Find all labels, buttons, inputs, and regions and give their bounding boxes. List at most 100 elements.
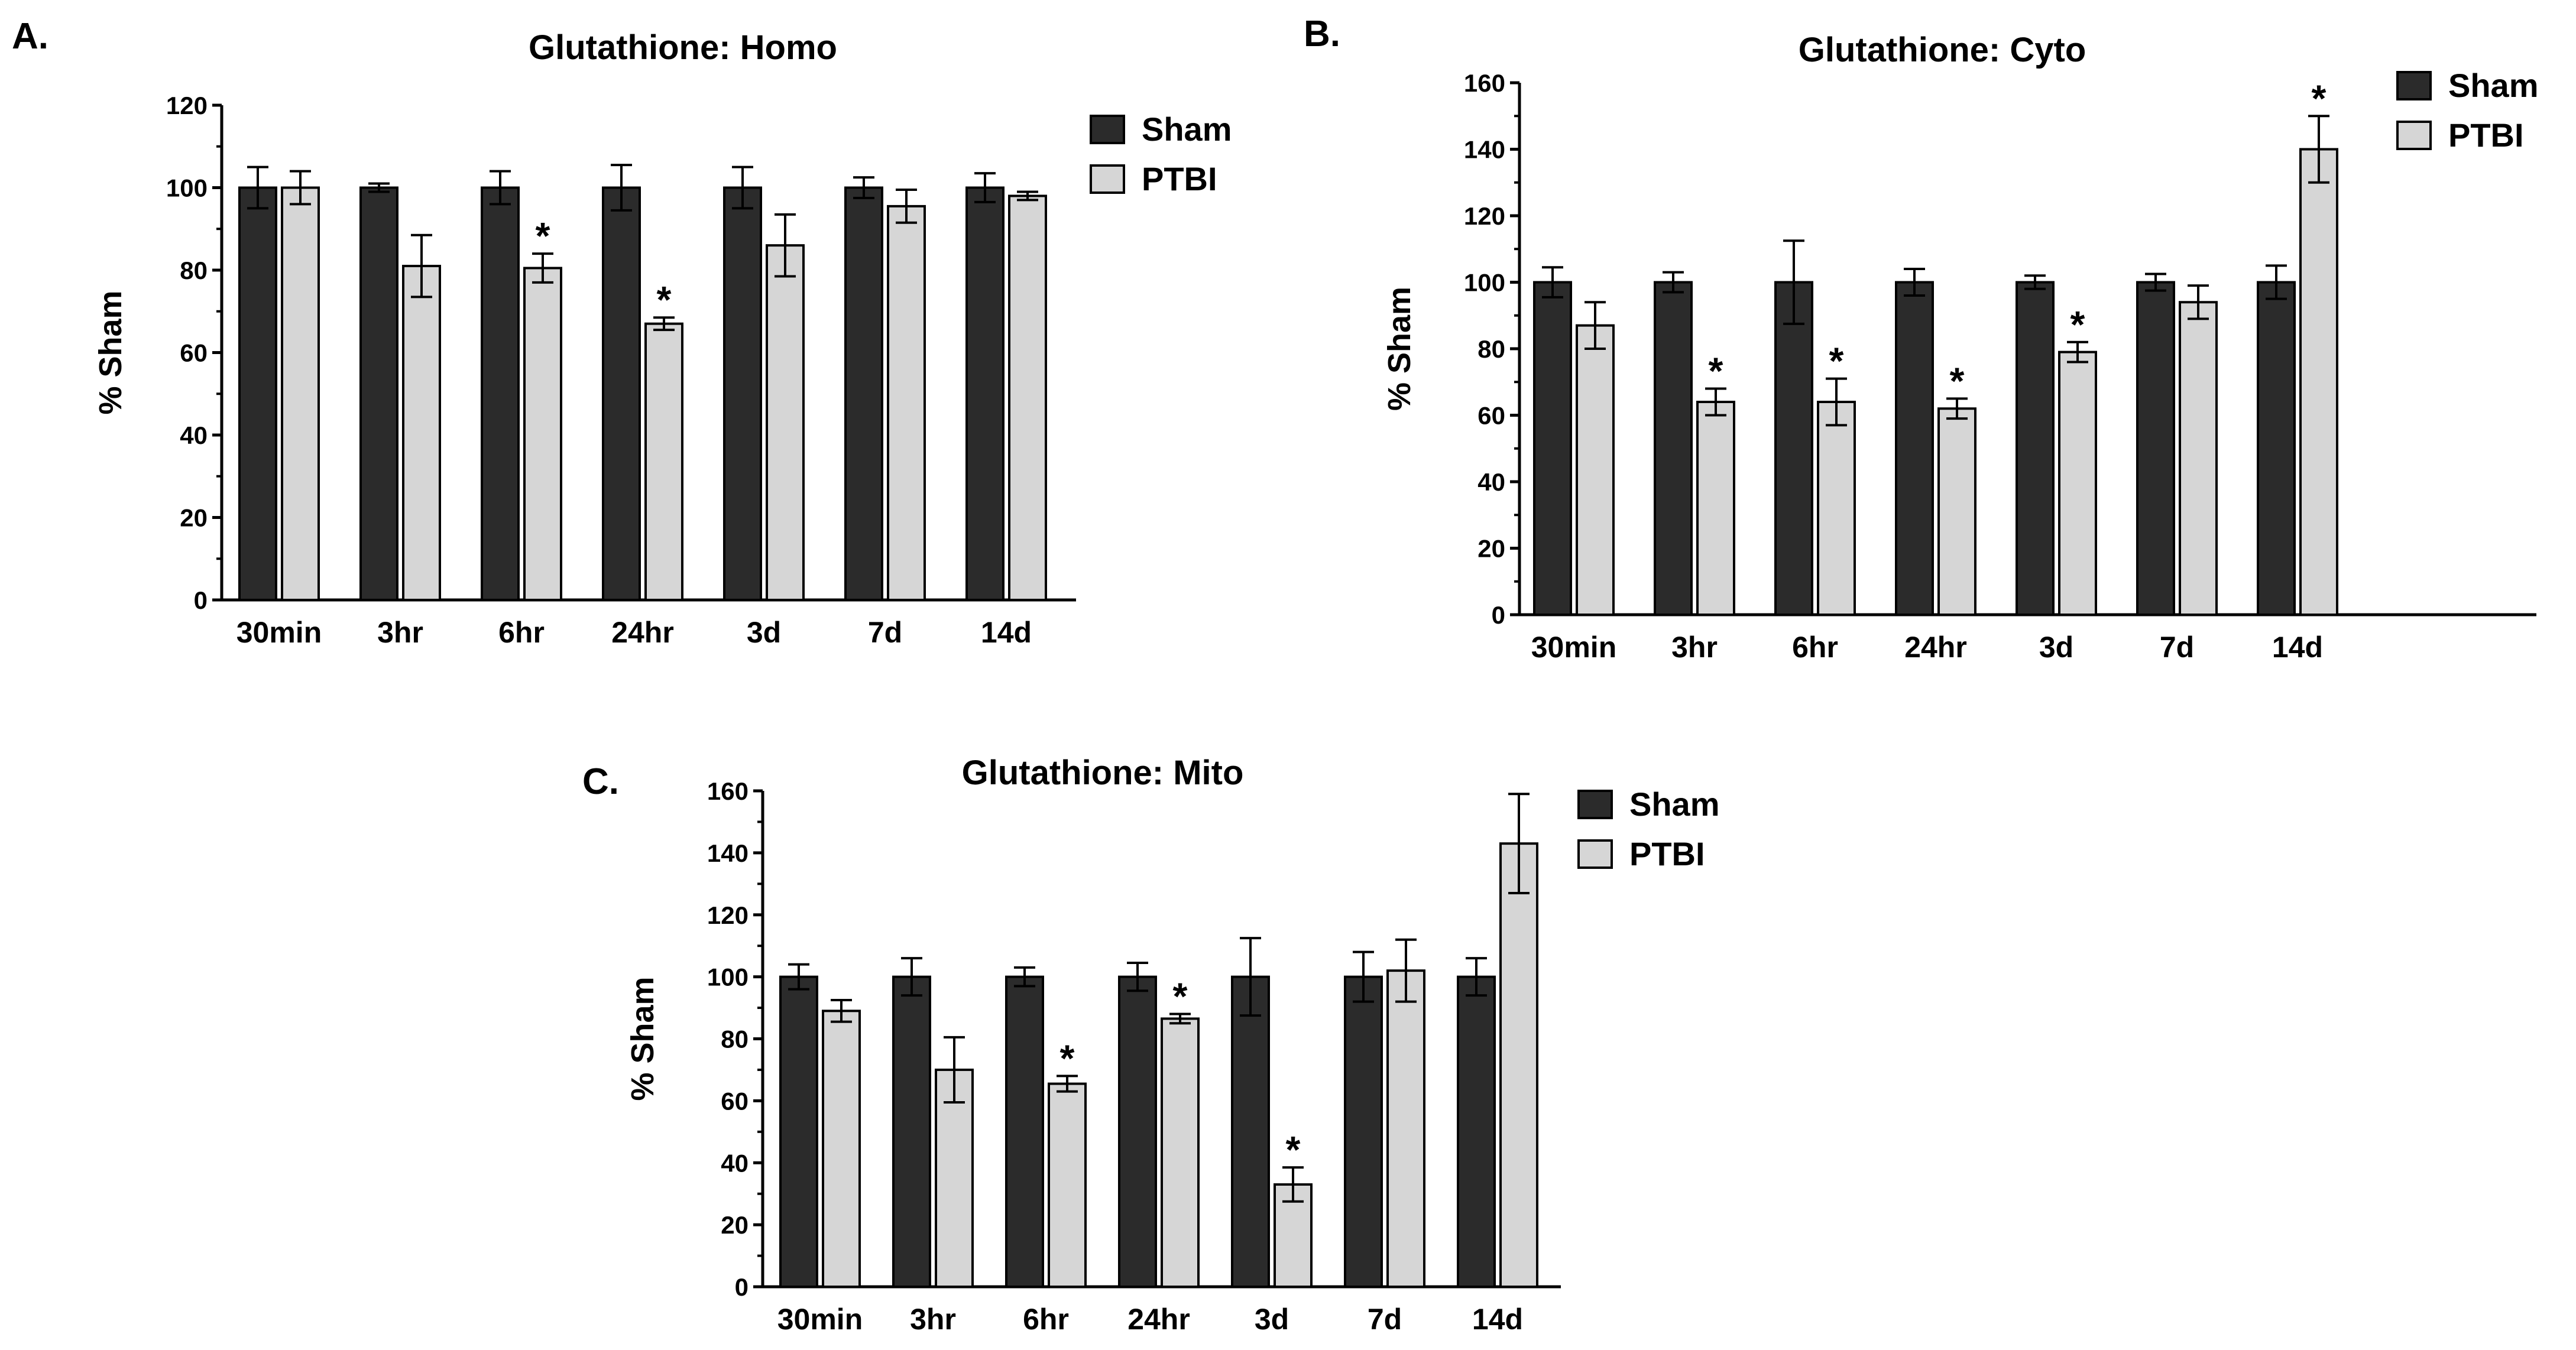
x-tick-label: 24hr bbox=[1127, 1303, 1190, 1336]
bar-sham bbox=[2016, 281, 2055, 616]
error-bar bbox=[1585, 301, 1606, 350]
error-bar bbox=[1017, 190, 1038, 202]
y-tick-label: 100 bbox=[707, 963, 749, 991]
panel-letter: B. bbox=[1304, 14, 1340, 54]
legend-label: PTBI bbox=[1629, 835, 1705, 872]
chart-panel-3: C. Glutathione: Mito 0 20 40 60 80 100 120 140 160… bbox=[582, 754, 1720, 1336]
y-tick-label: 120 bbox=[166, 92, 208, 119]
bar-ptbi bbox=[402, 265, 441, 601]
x-tick-label: 24hr bbox=[1904, 631, 1967, 664]
error-bar bbox=[732, 165, 753, 210]
x-tick-label: 6hr bbox=[1023, 1303, 1069, 1336]
bar-sham bbox=[1457, 975, 1496, 1288]
y-tick-label: 160 bbox=[707, 777, 749, 805]
bar-sham bbox=[1005, 975, 1044, 1288]
error-bar bbox=[1353, 950, 1374, 1003]
bar-sham bbox=[1344, 975, 1383, 1288]
chart-title: Glutathione: Homo bbox=[529, 28, 837, 67]
x-tick-label: 7d bbox=[2160, 631, 2194, 664]
error-bar bbox=[1240, 937, 1261, 1017]
bar-sham bbox=[238, 186, 277, 601]
y-tick-label: 60 bbox=[1477, 402, 1505, 430]
error-bar bbox=[1014, 966, 1035, 988]
y-tick-label: 80 bbox=[1477, 335, 1505, 363]
significance-marker: * bbox=[657, 278, 672, 321]
x-tick-label: 6hr bbox=[1792, 631, 1838, 664]
y-tick-label: 160 bbox=[1464, 69, 1505, 97]
bar-sham bbox=[892, 975, 931, 1288]
y-tick-label: 40 bbox=[1477, 468, 1505, 496]
error-bar bbox=[1127, 962, 1148, 992]
bar-sham bbox=[481, 186, 520, 601]
legend-swatch-ptbi bbox=[1577, 839, 1613, 869]
x-tick-label: 3d bbox=[2039, 631, 2073, 664]
significance-marker: * bbox=[1950, 359, 1965, 402]
significance-marker: * bbox=[2312, 77, 2326, 119]
significance-marker: * bbox=[2070, 303, 2085, 346]
x-tick-label: 14d bbox=[1472, 1303, 1523, 1336]
legend-label: PTBI bbox=[2448, 116, 2524, 154]
bar-ptbi bbox=[1696, 401, 1735, 616]
y-tick-label: 60 bbox=[721, 1087, 749, 1115]
x-tick-label: 3hr bbox=[1671, 631, 1718, 664]
bar-sham bbox=[723, 186, 762, 601]
chart-title: Glutathione: Mito bbox=[962, 754, 1244, 792]
legend-swatch-sham bbox=[1577, 790, 1613, 819]
legend-swatch-ptbi bbox=[1090, 164, 1125, 194]
bar-sham bbox=[1231, 975, 1270, 1288]
bar-sham bbox=[1895, 281, 1934, 616]
x-tick-label: 7d bbox=[1368, 1303, 1402, 1336]
error-bar bbox=[1946, 397, 1968, 420]
error-bar bbox=[896, 188, 917, 224]
error-bar bbox=[2188, 284, 2209, 320]
y-tick-label: 140 bbox=[707, 839, 749, 867]
x-tick-label: 3d bbox=[747, 616, 781, 649]
bar-sham bbox=[359, 186, 398, 601]
bar-ptbi bbox=[1386, 969, 1425, 1288]
x-tick-label: 30min bbox=[1531, 631, 1617, 664]
error-bar bbox=[1057, 1075, 1078, 1093]
error-bar bbox=[1508, 793, 1530, 895]
bar-ptbi bbox=[523, 267, 562, 601]
significance-marker: * bbox=[1286, 1128, 1301, 1171]
bar-ptbi bbox=[1008, 194, 1047, 601]
y-tick-label: 40 bbox=[721, 1149, 749, 1177]
bar-sham bbox=[2136, 281, 2175, 616]
error-bar bbox=[411, 233, 432, 298]
legend-label: Sham bbox=[2448, 67, 2539, 104]
x-tick-label: 14d bbox=[981, 616, 1032, 649]
panel-letter: A. bbox=[12, 16, 48, 57]
error-bar bbox=[2266, 264, 2287, 300]
x-tick-label: 3hr bbox=[910, 1303, 956, 1336]
bar-sham bbox=[844, 186, 883, 601]
y-tick-label: 40 bbox=[180, 421, 208, 449]
error-bar bbox=[1904, 268, 1925, 297]
legend-label: Sham bbox=[1142, 111, 1232, 148]
significance-marker: * bbox=[1829, 340, 1844, 382]
bar-sham bbox=[1533, 281, 1572, 616]
bar-ptbi bbox=[822, 1010, 861, 1289]
error-bar bbox=[611, 164, 632, 212]
error-bar bbox=[853, 176, 874, 199]
y-tick-label: 20 bbox=[180, 504, 208, 532]
bar-sham bbox=[1118, 975, 1157, 1288]
error-bar bbox=[532, 252, 553, 284]
error-bar bbox=[2067, 340, 2088, 364]
bar-ptbi bbox=[1937, 407, 1976, 616]
error-bar bbox=[974, 172, 996, 203]
x-tick-label: 7d bbox=[868, 616, 902, 649]
error-bar bbox=[2145, 272, 2166, 292]
error-bar bbox=[1826, 377, 1847, 427]
error-bar bbox=[1466, 957, 1487, 997]
error-bar bbox=[788, 963, 809, 991]
y-tick-label: 20 bbox=[721, 1211, 749, 1239]
bar-ptbi bbox=[2179, 301, 2218, 616]
error-bar bbox=[831, 998, 852, 1023]
bar-ptbi bbox=[281, 186, 320, 601]
x-tick-label: 3d bbox=[1255, 1303, 1289, 1336]
error-bar bbox=[290, 170, 311, 206]
bar-ptbi bbox=[2299, 148, 2338, 616]
error-bar bbox=[490, 170, 511, 206]
error-bar bbox=[1542, 266, 1563, 298]
